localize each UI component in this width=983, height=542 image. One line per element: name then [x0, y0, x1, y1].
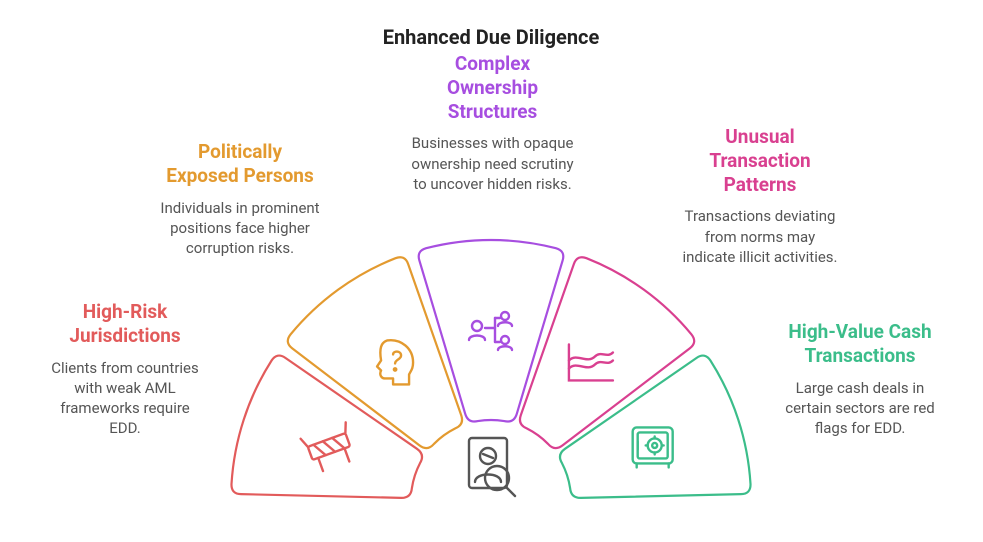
label-high-risk-jurisdictions: High-Risk Jurisdictions Clients from coun… [30, 300, 220, 439]
label-complex-ownership-structures: Complex Ownership Structures Businesses w… [380, 52, 605, 194]
segment-heading: High-Risk Jurisdictions [30, 300, 220, 348]
segment-heading: High-Value Cash Transactions [760, 320, 960, 368]
segment-complex-ownership-structures [419, 240, 564, 422]
label-politically-exposed-persons: Politically Exposed Persons Individuals i… [130, 140, 350, 258]
segment-heading: Politically Exposed Persons [130, 140, 350, 188]
label-unusual-transaction-patterns: Unusual Transaction Patterns Transactions… [650, 125, 870, 267]
wave-chart-icon [569, 344, 613, 380]
label-high-value-cash-transactions: High-Value Cash Transactions Large cash d… [760, 320, 960, 438]
barrier-icon [301, 422, 359, 474]
safe-icon [633, 427, 673, 467]
person-search-icon [469, 438, 515, 496]
org-chart-icon [469, 312, 512, 350]
segment-desc: Businesses with opaque ownership need sc… [380, 133, 605, 194]
segment-desc: Individuals in prominent positions face … [130, 198, 350, 259]
segment-heading: Complex Ownership Structures [380, 52, 605, 123]
segment-desc: Clients from countries with weak AML fra… [30, 358, 220, 439]
segment-desc: Transactions deviating from norms may in… [650, 206, 870, 267]
edd-infographic: Enhanced Due Diligence [0, 0, 983, 542]
head-question-icon [377, 340, 413, 384]
segment-desc: Large cash deals in certain sectors are … [760, 378, 960, 439]
segment-heading: Unusual Transaction Patterns [650, 125, 870, 196]
